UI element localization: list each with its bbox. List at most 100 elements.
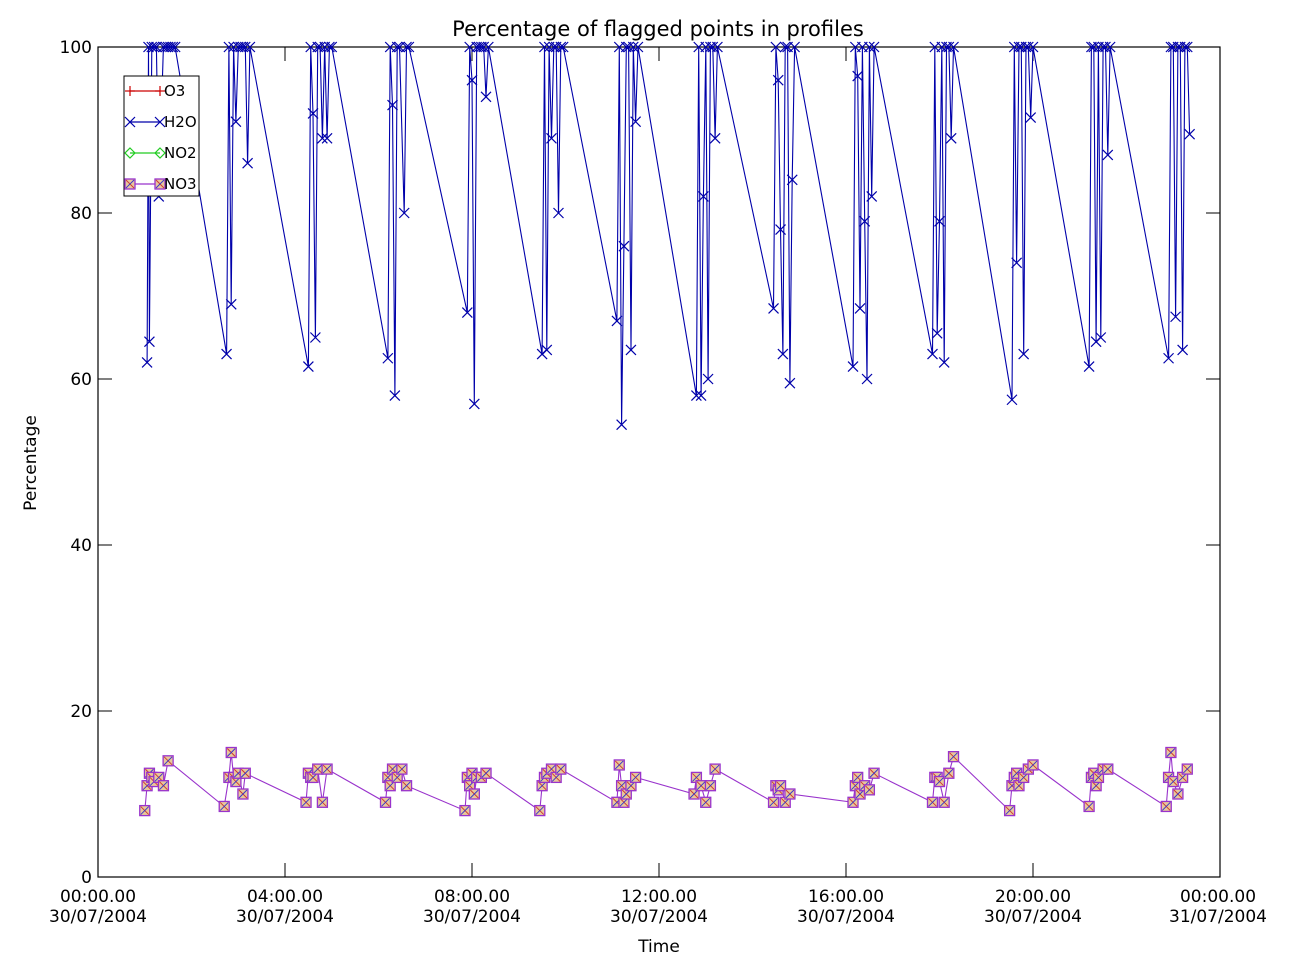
data-point-h2o xyxy=(943,41,955,53)
legend-marker xyxy=(124,147,136,159)
data-point-h2o xyxy=(1104,41,1116,53)
series-layer xyxy=(139,41,1196,817)
data-point-h2o xyxy=(775,224,786,236)
data-point-h2o xyxy=(632,41,644,53)
data-point-no3 xyxy=(218,800,230,813)
data-point-no3 xyxy=(1172,788,1184,800)
data-point-h2o xyxy=(1181,41,1193,53)
data-point-no3 xyxy=(868,767,880,779)
data-point-h2o xyxy=(541,344,553,356)
data-point-h2o xyxy=(625,344,637,356)
data-point-no3 xyxy=(863,784,876,796)
data-point-h2o xyxy=(627,41,639,53)
data-point-h2o xyxy=(466,74,478,86)
data-point-h2o xyxy=(1102,149,1114,161)
data-point-h2o xyxy=(403,41,415,53)
data-point-h2o xyxy=(482,41,494,53)
x-tick-label-date: 30/07/2004 xyxy=(984,907,1082,927)
data-point-h2o xyxy=(244,41,256,53)
data-point-h2o xyxy=(146,41,158,53)
data-point-h2o xyxy=(242,157,254,169)
data-point-h2o xyxy=(1018,348,1030,360)
data-point-h2o xyxy=(473,41,485,53)
data-point-h2o xyxy=(690,390,702,402)
data-point-no3 xyxy=(396,763,408,775)
x-tick-label-date: 30/07/2004 xyxy=(797,907,895,927)
data-point-h2o xyxy=(618,240,630,252)
data-point-h2o xyxy=(616,419,628,431)
data-point-no3 xyxy=(943,767,955,779)
x-tick-label-time: 20:00.00 xyxy=(995,887,1071,907)
data-point-h2o xyxy=(144,336,155,348)
data-point-h2o xyxy=(779,41,791,53)
data-point-h2o xyxy=(480,91,492,103)
legend-marker xyxy=(125,86,135,96)
data-point-h2o xyxy=(1011,257,1023,269)
data-point-no3 xyxy=(709,763,721,775)
data-point-h2o xyxy=(1179,41,1191,53)
data-point-h2o xyxy=(611,315,623,327)
data-point-h2o xyxy=(948,41,959,53)
y-axis: 0 20 40 60 80 100 xyxy=(60,38,1220,888)
data-point-h2o xyxy=(927,348,938,360)
data-point-no3 xyxy=(767,796,780,808)
data-point-h2o xyxy=(768,303,779,314)
data-point-no3 xyxy=(459,804,471,817)
data-point-h2o xyxy=(861,373,873,385)
data-point-h2o xyxy=(1088,41,1100,53)
x-tick-label-time: 16:00.00 xyxy=(808,887,884,907)
data-point-h2o xyxy=(326,41,338,53)
data-point-h2o xyxy=(478,41,490,53)
data-point-h2o xyxy=(1100,41,1111,53)
data-point-h2o xyxy=(539,41,550,53)
data-point-h2o xyxy=(938,356,950,368)
data-point-h2o xyxy=(1022,41,1034,53)
x-axis-label: Time xyxy=(637,937,680,956)
data-point-h2o xyxy=(1170,311,1182,323)
data-point-no3 xyxy=(938,796,950,808)
data-point-h2o xyxy=(148,41,160,53)
data-point-h2o xyxy=(1027,41,1039,53)
data-point-h2o xyxy=(382,352,394,364)
x-tick-label-time: 04:00.00 xyxy=(247,887,323,907)
data-point-no3 xyxy=(400,780,413,792)
data-point-no3 xyxy=(239,767,251,779)
data-point-no3 xyxy=(613,759,625,771)
data-point-h2o xyxy=(141,356,153,368)
data-point-h2o xyxy=(401,41,412,53)
x-tick-label-date: 31/07/2004 xyxy=(1169,907,1267,927)
data-point-h2o xyxy=(391,41,403,53)
y-tick-label: 80 xyxy=(70,204,92,224)
data-point-h2o xyxy=(1006,394,1018,406)
x-axis: 00:00.0030/07/200404:00.0030/07/200408:0… xyxy=(49,47,1267,927)
x-tick-label-time: 08:00.00 xyxy=(434,887,510,907)
data-point-h2o xyxy=(789,41,800,53)
data-point-h2o xyxy=(770,41,782,53)
data-point-no3 xyxy=(947,751,960,763)
data-point-h2o xyxy=(1095,332,1107,343)
data-point-h2o xyxy=(863,41,875,53)
data-point-h2o xyxy=(772,74,784,86)
data-point-no3 xyxy=(1167,775,1179,788)
legend-label: NO3 xyxy=(164,175,197,193)
data-point-no3 xyxy=(480,767,492,779)
data-point-h2o xyxy=(225,298,237,310)
data-point-h2o xyxy=(630,116,642,128)
data-point-h2o xyxy=(307,107,319,119)
data-point-h2o xyxy=(546,132,557,144)
data-point-h2o xyxy=(847,361,859,372)
legend-label: NO2 xyxy=(164,144,197,162)
data-point-no3 xyxy=(700,796,712,808)
data-point-no3 xyxy=(316,796,329,808)
y-tick-label: 60 xyxy=(70,370,92,390)
data-point-h2o xyxy=(221,348,232,360)
data-point-h2o xyxy=(230,116,242,128)
data-point-h2o xyxy=(697,190,709,202)
data-point-no3 xyxy=(384,780,396,792)
data-point-no3 xyxy=(225,746,237,759)
data-point-h2o xyxy=(165,41,176,53)
data-point-h2o xyxy=(868,41,880,53)
y-axis-label: Percentage xyxy=(21,415,41,511)
data-point-no3 xyxy=(774,780,787,792)
data-point-h2o xyxy=(854,303,866,314)
